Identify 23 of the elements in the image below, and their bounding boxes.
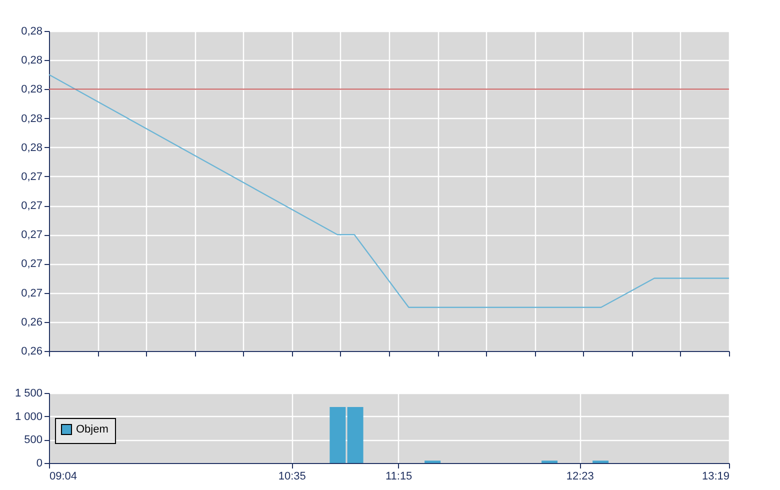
y-tick-label: 500 [24,434,42,446]
x-tick-label: 11:15 [385,470,412,482]
y-tick-label: 0,28 [21,142,42,154]
x-tick-label: 10:35 [278,470,306,482]
y-tick-label: 0,27 [21,258,42,270]
y-tick-label: 0,28 [21,112,42,125]
y-tick-label: 0,26 [21,346,42,358]
y-tick-label: 0 [36,458,42,470]
y-tick-label: 0,28 [21,26,42,38]
y-tick-label: 0,27 [21,229,42,242]
y-tick-label: 0,27 [21,170,42,183]
y-tick-label: 0,26 [21,316,42,328]
y-tick-label: 0,27 [21,200,42,212]
x-tick-label: 09:04 [50,470,78,482]
y-tick-label: 1 000 [14,410,42,423]
line-series [48,74,730,308]
y-tick-label: 1 500 [14,388,42,400]
y-tick-label: 0,28 [21,84,42,96]
y-tick-label: 0,27 [21,287,42,300]
x-tick-label: 13:19 [702,470,730,482]
legend-label: Objem [76,424,108,436]
x-tick-label: 12:23 [566,470,594,482]
y-tick-label: 0,28 [21,54,42,67]
